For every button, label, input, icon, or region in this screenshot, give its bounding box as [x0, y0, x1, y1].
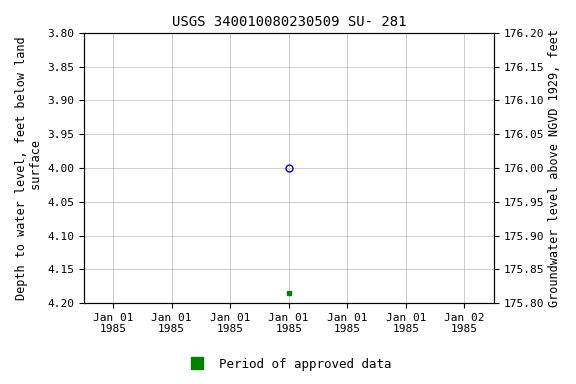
Y-axis label: Groundwater level above NGVD 1929, feet: Groundwater level above NGVD 1929, feet	[548, 29, 561, 307]
Y-axis label: Depth to water level, feet below land
 surface: Depth to water level, feet below land su…	[15, 36, 43, 300]
Legend: Period of approved data: Period of approved data	[179, 353, 397, 376]
Title: USGS 340010080230509 SU- 281: USGS 340010080230509 SU- 281	[172, 15, 406, 29]
